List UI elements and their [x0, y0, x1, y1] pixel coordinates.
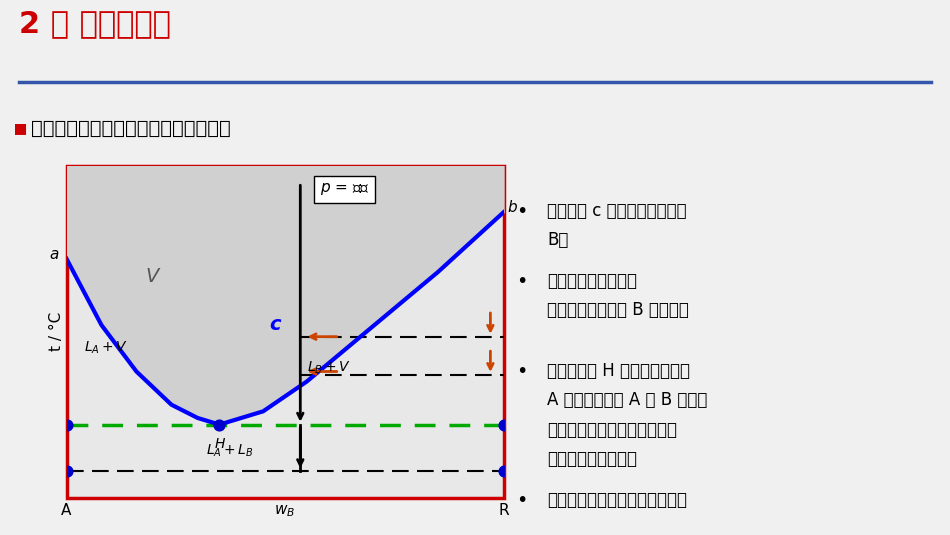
Point: [496, 467, 511, 475]
Text: a: a: [49, 247, 58, 262]
Text: ▪: ▪: [13, 118, 28, 139]
Text: H: H: [215, 437, 225, 451]
Polygon shape: [66, 166, 504, 425]
Point: [212, 421, 227, 429]
Text: b: b: [508, 200, 518, 215]
Text: •: •: [517, 272, 528, 291]
Text: 系统内两种液体的温度继续降低: 系统内两种液体的温度继续降低: [547, 491, 687, 509]
Point: [59, 467, 74, 475]
Text: 当温度降到 H 点，开始出现纯
A 液体，系统内 A 、 B 纯液体
与气相三相共存，温度不再下
降，直至气相消失。: 当温度降到 H 点，开始出现纯 A 液体，系统内 A 、 B 纯液体 与气相三相…: [547, 362, 708, 468]
Text: 温度至此时，液相量
不断增加，气相的 B 含量不断: 温度至此时，液相量 不断增加，气相的 B 含量不断: [547, 272, 689, 319]
Text: V: V: [145, 267, 159, 286]
Text: $p$ = 常数: $p$ = 常数: [320, 181, 370, 197]
Text: •: •: [517, 362, 528, 381]
Text: 温度降至 c 点，开始凝结出纯
B。: 温度降至 c 点，开始凝结出纯 B。: [547, 202, 687, 249]
Text: •: •: [517, 202, 528, 221]
Text: 2 、 气液液平衡: 2 、 气液液平衡: [19, 10, 171, 39]
Point: [59, 421, 74, 429]
Point: [496, 421, 511, 429]
Y-axis label: t / °C: t / °C: [48, 312, 64, 351]
Text: $L_A + L_B$: $L_A + L_B$: [206, 442, 254, 459]
Text: •: •: [517, 491, 528, 510]
Text: $L_B + V$: $L_B + V$: [307, 360, 351, 376]
Text: c: c: [270, 315, 281, 334]
Text: 完全不互溶系统的二元气液液平衡相图: 完全不互溶系统的二元气液液平衡相图: [31, 119, 231, 138]
Text: $L_A + V$: $L_A + V$: [84, 340, 128, 356]
